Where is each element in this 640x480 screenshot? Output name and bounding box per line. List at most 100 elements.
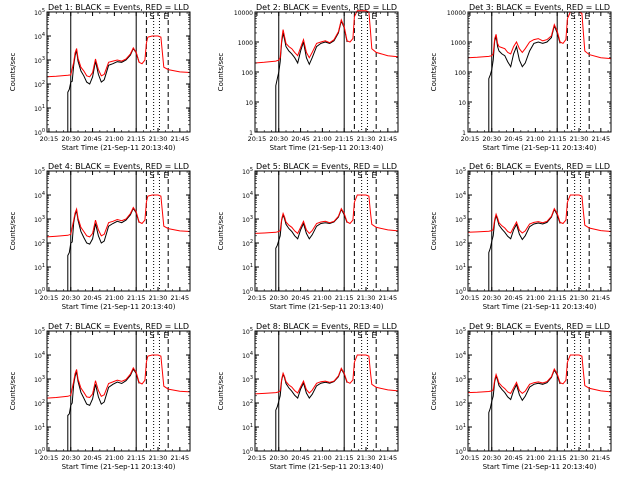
y-tick-label: 103	[242, 375, 253, 384]
x-axis-label: Start Time (21-Sep-11 20:13:40)	[270, 303, 384, 311]
chart-panel-9: Det 9: BLACK = Events, RED = LLD Counts/s…	[430, 322, 612, 471]
y-axis-label: Counts/sec	[217, 372, 225, 411]
plot-frame	[467, 170, 612, 292]
chart-title: Det 9: BLACK = Events, RED = LLD	[469, 322, 610, 331]
lld-series-line	[467, 354, 612, 395]
x-tick-label: 21:00	[105, 135, 124, 143]
x-tick-label: 21:15	[335, 294, 354, 302]
y-tick-label: 1000	[451, 40, 466, 47]
y-axis-label: Counts/sec	[430, 372, 438, 411]
x-tick-label: 20:45	[291, 135, 310, 143]
y-tick-label: 101	[242, 263, 253, 272]
x-tick-label: 21:45	[170, 454, 189, 462]
x-tick-label: 20:45	[291, 294, 310, 302]
y-tick-label: 100	[455, 287, 466, 296]
lld-series-line	[254, 354, 399, 395]
y-tick-label: 103	[34, 56, 45, 65]
marker-label-s: S	[149, 12, 154, 21]
plot-frame	[254, 330, 399, 452]
x-tick-label: 21:30	[149, 294, 168, 302]
x-tick-label: 21:15	[335, 135, 354, 143]
events-series-line	[67, 367, 140, 451]
y-axis-label: Counts/sec	[430, 53, 438, 92]
y-tick-label: 103	[455, 215, 466, 224]
x-axis-label: Start Time (21-Sep-11 20:13:40)	[62, 463, 176, 471]
y-tick-label: 101	[455, 263, 466, 272]
y-tick-label: 100	[242, 447, 253, 456]
x-tick-label: 21:15	[548, 454, 567, 462]
x-tick-label: 21:00	[313, 454, 332, 462]
y-tick-label: 100	[242, 287, 253, 296]
plot-frame	[46, 11, 191, 133]
x-tick-label: 21:45	[170, 135, 189, 143]
x-tick-label: 20:15	[40, 454, 59, 462]
y-tick-label: 10000	[234, 10, 253, 17]
y-tick-label: 1	[462, 130, 466, 137]
lld-series-line	[254, 194, 399, 235]
y-tick-label: 105	[455, 167, 466, 176]
y-tick-label: 105	[455, 327, 466, 336]
x-tick-label: 21:45	[591, 294, 610, 302]
events-series-line	[275, 367, 348, 451]
chart-panel-3: Det 3: BLACK = Events, RED = LLD Counts/s…	[430, 3, 612, 152]
y-tick-label: 102	[34, 80, 45, 89]
y-tick-label: 104	[242, 191, 253, 200]
y-tick-label: 100	[34, 128, 45, 137]
marker-label-e: E	[371, 171, 376, 180]
plot-frame	[46, 170, 191, 292]
y-tick-label: 104	[34, 32, 45, 41]
marker-label-s: S	[357, 331, 362, 340]
y-tick-label: 104	[242, 351, 253, 360]
x-tick-label: 21:15	[127, 135, 146, 143]
chart-title: Det 1: BLACK = Events, RED = LLD	[48, 3, 189, 12]
chart-title: Det 2: BLACK = Events, RED = LLD	[256, 3, 397, 12]
y-tick-label: 104	[34, 351, 45, 360]
x-tick-label: 21:30	[357, 294, 376, 302]
lld-series-line	[467, 194, 612, 234]
y-axis-label: Counts/sec	[217, 53, 225, 92]
y-tick-label: 105	[34, 327, 45, 336]
marker-label-e: E	[371, 12, 376, 21]
chart-title: Det 7: BLACK = Events, RED = LLD	[48, 322, 189, 331]
plot-frame	[46, 330, 191, 452]
events-series-line	[488, 368, 561, 451]
x-tick-label: 20:15	[248, 294, 267, 302]
x-tick-label: 20:30	[269, 454, 288, 462]
x-tick-label: 20:15	[40, 294, 59, 302]
y-tick-label: 101	[455, 423, 466, 432]
lld-series-line	[254, 10, 399, 64]
y-tick-label: 105	[242, 327, 253, 336]
x-tick-label: 21:00	[313, 294, 332, 302]
chart-title: Det 6: BLACK = Events, RED = LLD	[469, 162, 610, 171]
x-tick-label: 20:45	[291, 454, 310, 462]
chart-title: Det 3: BLACK = Events, RED = LLD	[469, 3, 610, 12]
marker-label-s: S	[570, 12, 575, 21]
y-tick-label: 101	[242, 423, 253, 432]
y-tick-label: 104	[455, 191, 466, 200]
chart-panel-6: Det 6: BLACK = Events, RED = LLD Counts/s…	[430, 162, 612, 311]
x-tick-label: 21:45	[378, 135, 397, 143]
x-tick-label: 21:15	[127, 294, 146, 302]
x-tick-label: 20:30	[269, 294, 288, 302]
lld-series-line	[46, 35, 191, 78]
x-tick-label: 21:00	[105, 454, 124, 462]
x-tick-label: 20:15	[461, 454, 480, 462]
events-series-line	[67, 47, 140, 132]
y-tick-label: 102	[455, 399, 466, 408]
x-tick-label: 21:45	[591, 135, 610, 143]
y-tick-label: 102	[34, 399, 45, 408]
y-axis-label: Counts/sec	[430, 212, 438, 251]
x-axis-label: Start Time (21-Sep-11 20:13:40)	[270, 463, 384, 471]
y-tick-label: 100	[242, 70, 254, 77]
x-tick-label: 20:15	[40, 135, 59, 143]
y-tick-label: 103	[242, 215, 253, 224]
x-tick-label: 20:30	[482, 135, 501, 143]
x-tick-label: 20:45	[504, 294, 523, 302]
x-axis-label: Start Time (21-Sep-11 20:13:40)	[62, 144, 176, 152]
y-tick-label: 103	[34, 215, 45, 224]
chart-panel-1: Det 1: BLACK = Events, RED = LLD Counts/s…	[9, 3, 191, 152]
x-tick-label: 20:45	[83, 294, 102, 302]
x-tick-label: 20:45	[83, 454, 102, 462]
marker-label-s: S	[570, 171, 575, 180]
